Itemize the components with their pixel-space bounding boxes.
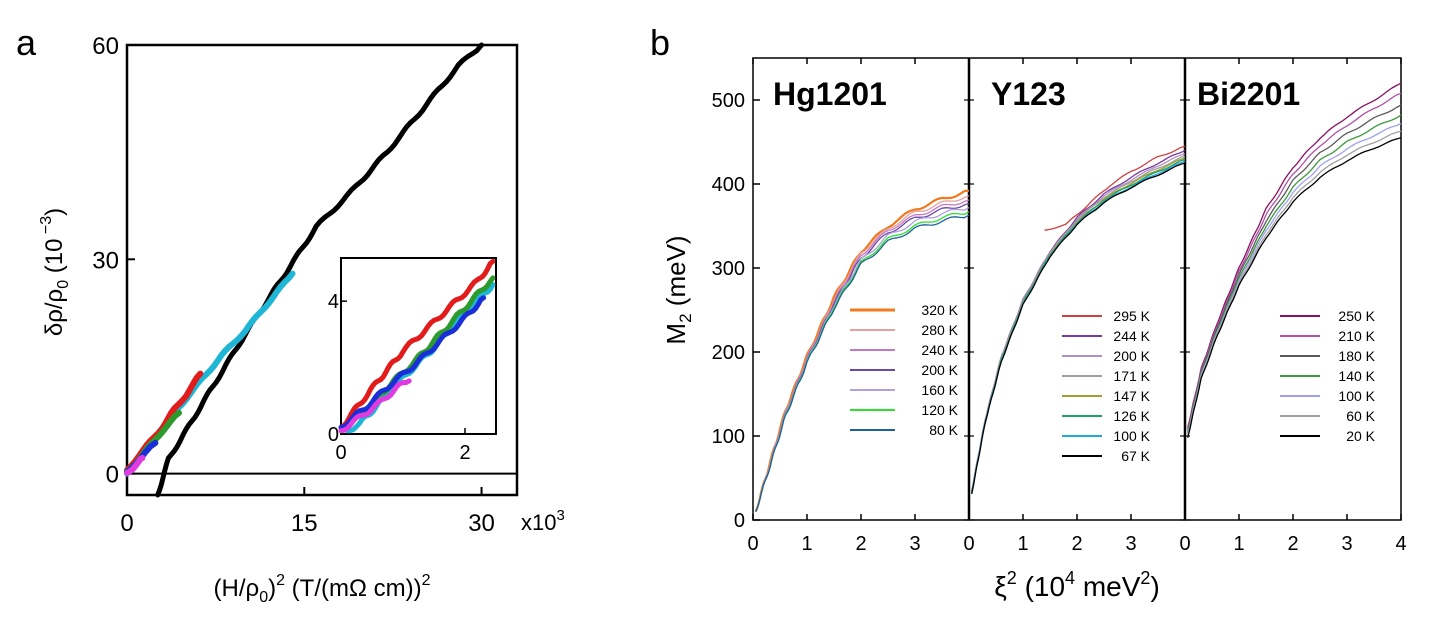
chart-b-legend-label: 147 K [1113,388,1150,404]
chart-a-series [124,42,484,498]
chart-b-panel-name-hg1201: Hg1201 [773,76,887,112]
chart-a-inset-series-red [338,258,496,430]
chart-a-series-black [155,42,484,498]
chart-a-xlabel: (H/ρ0)2 (T/(mΩ cm))2 [214,572,431,606]
chart-b-legend-label: 126 K [1113,408,1150,424]
chart-b-legend-label: 60 K [1346,408,1375,424]
chart-b-legend-label: 200 K [1113,348,1150,364]
chart-b-legend-label: 20 K [1346,428,1375,444]
chart-b-legend-label: 100 K [1338,388,1375,404]
chart-b-series-y123-126k [971,158,1186,493]
chart-a-series-magenta [124,454,146,476]
chart-b-panel-name-bi2201: Bi2201 [1197,76,1300,112]
chart-b-xtick-label: 2 [1287,533,1298,555]
chart-b-legend-label: 80 K [929,422,958,438]
panel-a-label: a [16,22,37,63]
chart-b-legend-label: 320 K [921,302,958,318]
panel-b-label: b [650,22,670,63]
chart-b-series-bi2201-250k [1187,82,1402,428]
chart-b-ytick-label: 300 [712,258,745,280]
chart-b-ytick-label: 500 [712,90,745,112]
chart-b-ylabel: M2 (meV) [661,235,695,344]
chart-b-legend-label: 100 K [1113,428,1150,444]
chart-a-ytick-label: 30 [92,247,119,274]
chart-b-series-y123-295k [1044,145,1186,231]
chart-b-xtick-label: 0 [747,533,758,555]
chart-b-series-y123-200k [971,153,1186,492]
chart-b-xtick-label: 4 [1395,533,1406,555]
chart-b-xtick-label: 3 [1125,533,1136,555]
chart-b: 0 100 200 300 400 500 0 1 2 3 0 1 2 3 0 1 2 3 4 320 K 280 K… [661,57,1407,602]
chart-b-ytick-label: 0 [734,510,745,532]
chart-b-series-y123-244k [971,149,1186,491]
chart-a-xtick-label: 15 [291,510,318,537]
chart-b-ytick-label: 200 [712,342,745,364]
chart-b-xtick-label: 1 [1233,533,1244,555]
chart-b-xlabel: ξ2 (104 meV2) [994,568,1160,602]
chart-b-legend-label: 180 K [1338,348,1375,364]
chart-a-inset-series [338,258,496,434]
chart-b-xtick-label: 0 [1179,533,1190,555]
chart-b-xtick-label: 2 [1071,533,1082,555]
chart-a-inset-series-blue [338,295,487,430]
chart-b-legend-label: 295 K [1113,308,1150,324]
chart-b-legend-label: 120 K [921,402,958,418]
chart-b-series-y123-171k [971,155,1186,492]
chart-b-panel-name-y123: Y123 [991,76,1066,112]
chart-a-frame [125,43,519,497]
chart-a-xtick-label: 30 [468,510,495,537]
chart-b-legend-label: 140 K [1338,368,1375,384]
chart-a-inset-ytick-label: 4 [328,291,339,313]
chart-a-inset: 0 2 0 4 [328,257,497,464]
chart-a-ytick-label: 60 [92,33,119,60]
chart-b-series-y123-67k [971,162,1186,495]
chart-a-inset-series-magenta [338,378,412,434]
chart-a: 0 15 30 0 30 60 x103 (H/ρ0)2 (T/(mΩ cm))2 δρ/… [38,33,565,606]
chart-a-ticks: 0 15 30 0 30 60 [92,33,495,537]
chart-b-series-bi2201-180k [1187,104,1402,432]
chart-b-ytick-label: 400 [712,174,745,196]
chart-b-frame [752,57,1402,521]
chart-a-ytick-label: 0 [106,462,119,489]
chart-b-legend-label: 280 K [921,322,958,338]
chart-b-legend-label: 171 K [1113,368,1150,384]
chart-b-legend-label: 240 K [921,342,958,358]
chart-a-xtick-label: 0 [120,510,133,537]
chart-b-series-hg1201-80k [755,214,970,512]
chart-b-legend-label: 67 K [1121,448,1150,464]
chart-a-inset-frame [340,257,497,435]
chart-b-series-hg1201-160k [755,206,970,512]
chart-b-series-bi2201-140k [1187,114,1402,433]
chart-b-xtick-label: 3 [909,533,920,555]
chart-b-series-y123-100k [971,160,1186,494]
chart-a-inset-xtick-label: 0 [335,442,346,464]
chart-b-legend-label: 160 K [921,382,958,398]
chart-a-x-multiplier: x103 [521,507,565,535]
chart-b-series-bi2201-20k [1187,137,1402,438]
chart-b-xtick-label: 3 [1341,533,1352,555]
chart-b-series-y123-147k [971,157,1186,493]
chart-b-ytick-label: 100 [712,426,745,448]
chart-b-legend-label: 210 K [1338,328,1375,344]
chart-b-axes: 0 100 200 300 400 500 0 1 2 3 0 1 2 3 0 1 2 3 4 [712,57,1407,555]
chart-b-xtick-label: 1 [801,533,812,555]
chart-a-ylabel: δρ/ρ0 (10 −3) [38,208,72,336]
chart-b-legends: 320 K 280 K 240 K 200 K 160 K 120 K 80 K 295 K 2… [850,302,1376,464]
chart-a-inset-ytick-label: 0 [328,424,339,446]
chart-b-series-bi2201-210k [1187,92,1402,430]
chart-b-series [754,82,1402,513]
chart-b-legend-label: 250 K [1338,308,1375,324]
chart-b-xtick-label: 2 [855,533,866,555]
chart-a-inset-xtick-label: 2 [459,442,470,464]
chart-b-legend-label: 200 K [921,362,958,378]
chart-b-xtick-label: 1 [1017,533,1028,555]
chart-b-legend-label: 244 K [1113,328,1150,344]
chart-b-xtick-label: 0 [963,533,974,555]
